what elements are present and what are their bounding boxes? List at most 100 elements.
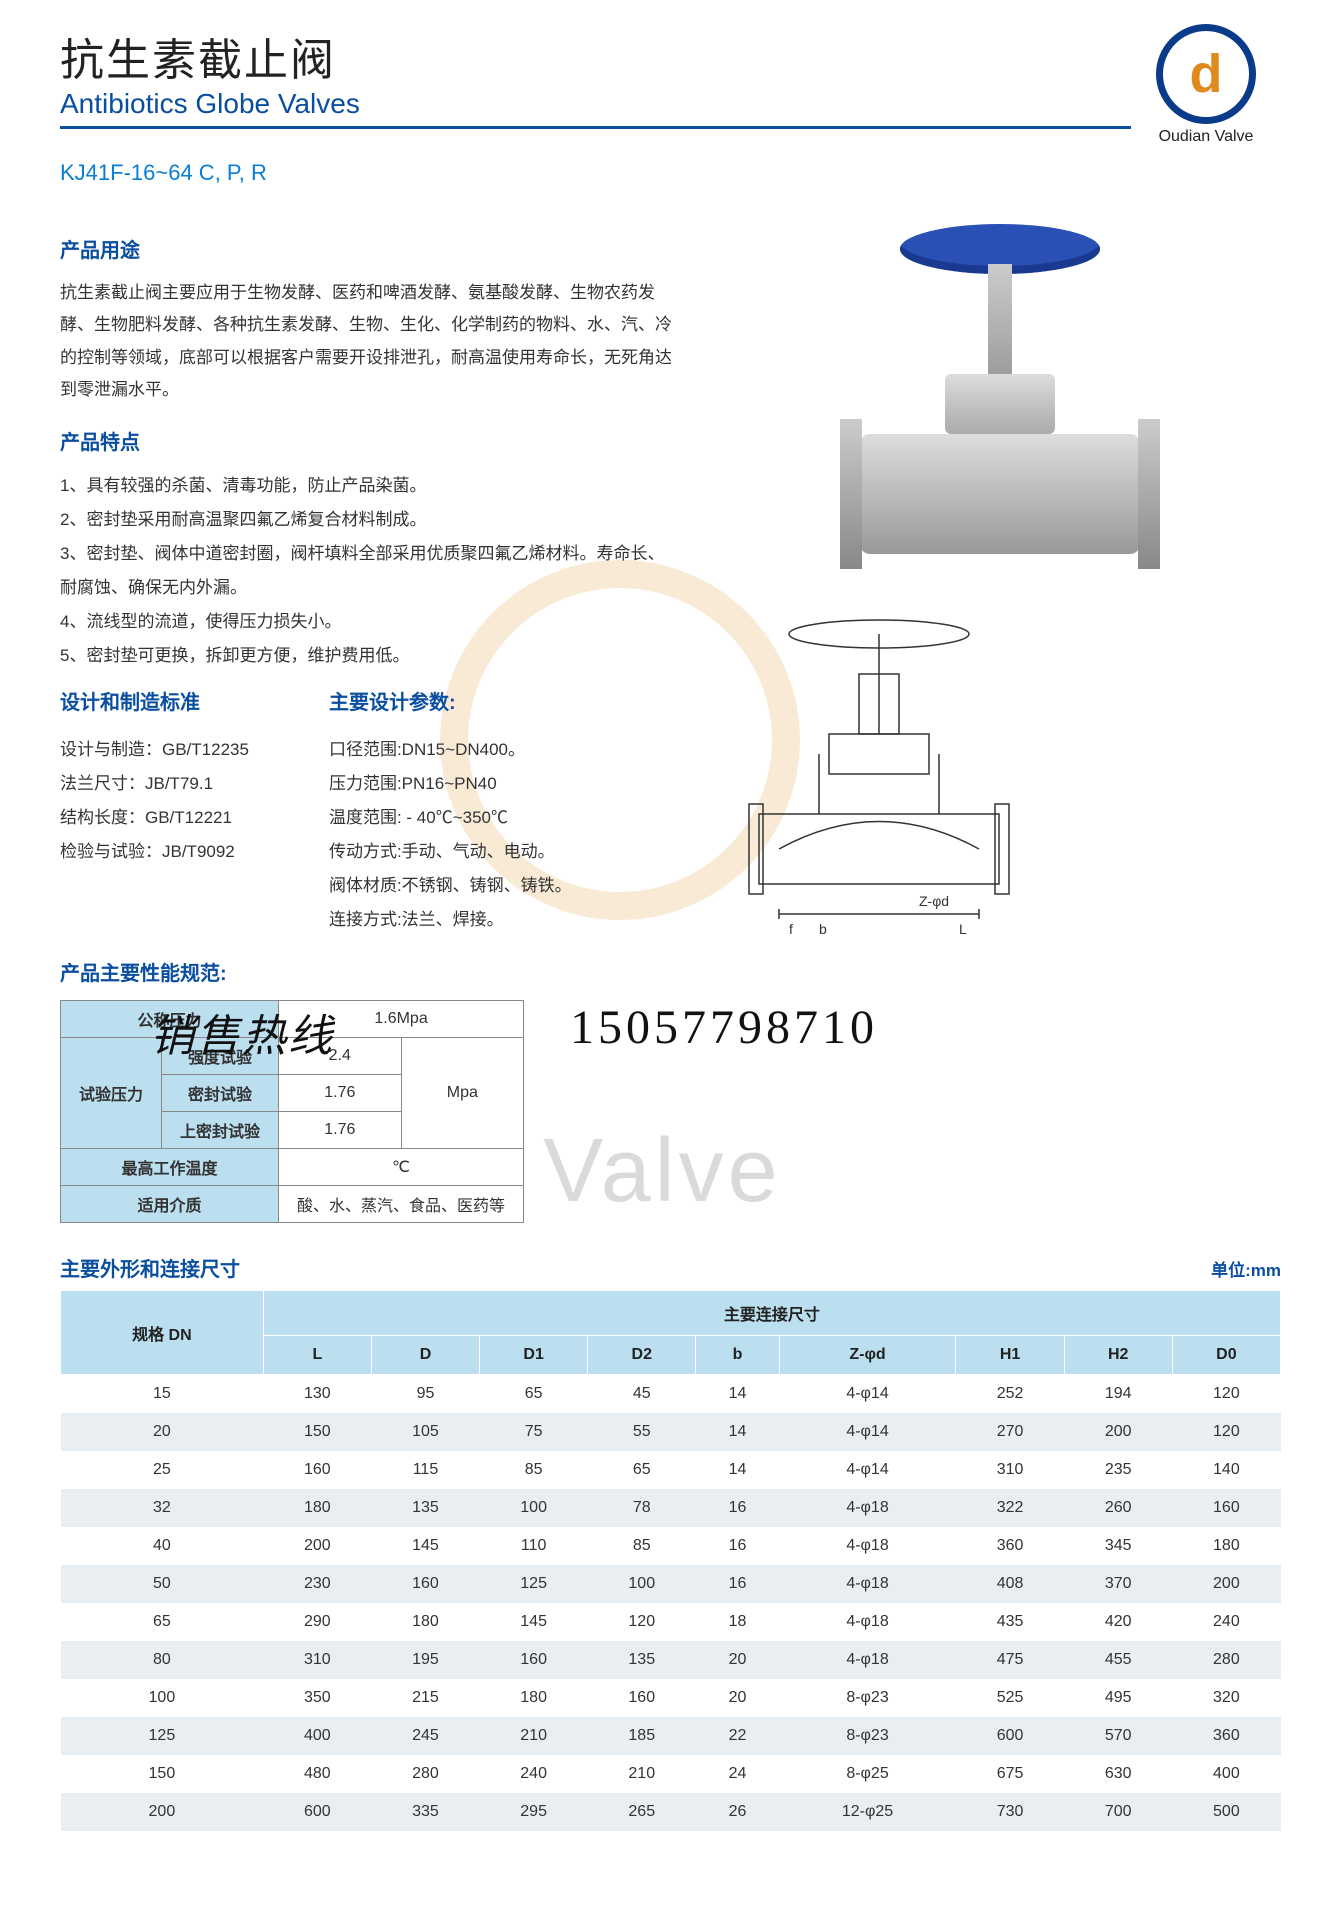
perf-title: 产品主要性能规范: [60,957,679,986]
table-cell: 400 [1172,1755,1280,1793]
table-cell: 420 [1064,1603,1172,1641]
table-cell: 16 [696,1565,779,1603]
table-cell: 65 [480,1375,588,1414]
design-param-row: 连接方式:法兰、焊接。 [329,903,572,937]
table-cell: 320 [1172,1679,1280,1717]
table-cell: 145 [480,1603,588,1641]
table-cell: 4-φ14 [779,1413,956,1451]
table-cell: 400 [263,1717,371,1755]
table-cell: 130 [263,1375,371,1414]
table-cell: 210 [480,1717,588,1755]
table-cell: 160 [371,1565,479,1603]
logo-letter: d [1190,43,1223,105]
perf-media-value: 酸、水、蒸汽、食品、医药等 [279,1186,524,1223]
table-cell: 125 [480,1565,588,1603]
table-cell: 270 [956,1413,1064,1451]
table-cell: 180 [480,1679,588,1717]
standard-row: 结构长度：GB/T12221 [60,801,249,835]
table-cell: 15 [61,1375,264,1414]
table-row: 100350215180160208-φ23525495320 [61,1679,1281,1717]
table-row: 4020014511085164-φ18360345180 [61,1527,1281,1565]
table-cell: 100 [588,1565,696,1603]
table-cell: 40 [61,1527,264,1565]
table-cell: 265 [588,1793,696,1831]
flange-left [840,419,862,569]
table-cell: 360 [956,1527,1064,1565]
table-cell: 370 [1064,1565,1172,1603]
table-cell: 50 [61,1565,264,1603]
table-cell: 4-φ18 [779,1489,956,1527]
table-cell: 200 [61,1793,264,1831]
perf-media-label: 适用介质 [61,1186,279,1223]
table-cell: 120 [1172,1413,1280,1451]
table-cell: 180 [371,1603,479,1641]
table-cell: 180 [263,1489,371,1527]
table-cell: 185 [588,1717,696,1755]
table-row: 3218013510078164-φ18322260160 [61,1489,1281,1527]
table-cell: 135 [371,1489,479,1527]
table-cell: 194 [1064,1375,1172,1414]
title-chinese: 抗生素截止阀 [60,24,1131,88]
table-cell: 495 [1064,1679,1172,1717]
table-cell: 280 [1172,1641,1280,1679]
design-param-row: 传动方式:手动、气动、电动。 [329,835,572,869]
table-cell: 8-φ25 [779,1755,956,1793]
table-cell: 150 [61,1755,264,1793]
design-param-row: 口径范围:DN15~DN400。 [329,733,572,767]
table-row: 80310195160135204-φ18475455280 [61,1641,1281,1679]
perf-seal-value: 1.76 [279,1075,402,1112]
table-cell: 16 [696,1489,779,1527]
hotline-label: 销售热线 [150,1000,334,1064]
table-cell: 14 [696,1375,779,1414]
table-cell: 240 [1172,1603,1280,1641]
dim-column-header: H2 [1064,1336,1172,1375]
usage-title: 产品用途 [60,234,679,263]
table-cell: 55 [588,1413,696,1451]
features-title: 产品特点 [60,426,679,455]
table-cell: 140 [1172,1451,1280,1489]
table-cell: 4-φ18 [779,1641,956,1679]
dim-column-header: D [371,1336,479,1375]
table-cell: 4-φ14 [779,1375,956,1414]
table-cell: 210 [588,1755,696,1793]
standard-row: 设计与制造：GB/T12235 [60,733,249,767]
perf-test-label: 试验压力 [61,1038,162,1149]
table-cell: 145 [371,1527,479,1565]
table-cell: 14 [696,1451,779,1489]
table-cell: 160 [480,1641,588,1679]
valve-body [860,434,1140,554]
table-cell: 235 [1064,1451,1172,1489]
standard-row: 检验与试验：JB/T9092 [60,835,249,869]
dim-column-header: D2 [588,1336,696,1375]
table-cell: 22 [696,1717,779,1755]
table-cell: 360 [1172,1717,1280,1755]
dimensions-table: 规格 DN 主要连接尺寸 LDD1D2bZ-φdH1H2D0 151309565… [60,1290,1281,1831]
table-cell: 8-φ23 [779,1717,956,1755]
dim-header-main: 主要连接尺寸 [263,1291,1280,1336]
table-cell: 200 [263,1527,371,1565]
table-cell: 200 [1064,1413,1172,1451]
valve-stem [988,264,1012,384]
feature-item: 4、流线型的流道，使得压力损失小。 [60,605,679,639]
hotline-number: 15057798710 [570,1000,878,1055]
table-cell: 14 [696,1413,779,1451]
table-cell: 280 [371,1755,479,1793]
perf-maxtemp-unit: ℃ [279,1149,524,1186]
design-param-row: 压力范围:PN16~PN40 [329,767,572,801]
table-cell: 408 [956,1565,1064,1603]
table-cell: 290 [263,1603,371,1641]
dim-unit: 单位:mm [1211,1256,1281,1281]
table-cell: 475 [956,1641,1064,1679]
dim-column-header: D1 [480,1336,588,1375]
table-cell: 45 [588,1375,696,1414]
table-cell: 252 [956,1375,1064,1414]
table-cell: 600 [956,1717,1064,1755]
table-cell: 215 [371,1679,479,1717]
perf-upper-seal-value: 1.76 [279,1112,402,1149]
table-cell: 345 [1064,1527,1172,1565]
table-cell: 24 [696,1755,779,1793]
table-cell: 630 [1064,1755,1172,1793]
dim-column-header: Z-φd [779,1336,956,1375]
table-cell: 240 [480,1755,588,1793]
dim-column-header: H1 [956,1336,1064,1375]
